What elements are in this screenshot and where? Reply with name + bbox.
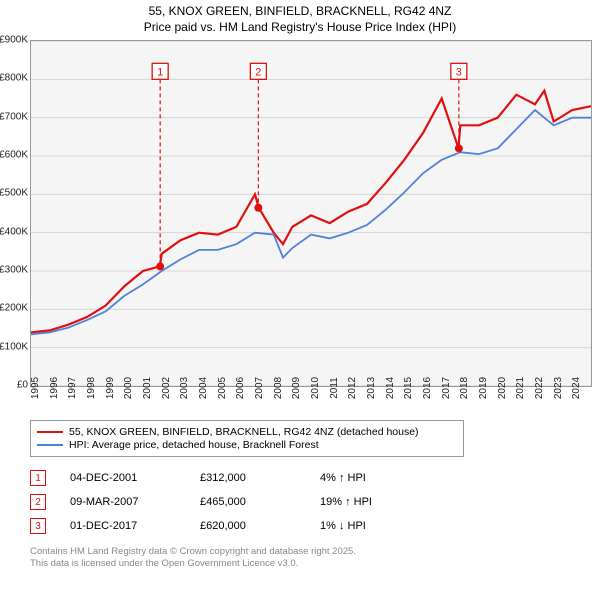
legend-row: HPI: Average price, detached house, Brac… [37, 439, 457, 451]
xtick-label: 2016 [422, 377, 433, 399]
footer-line1: Contains HM Land Registry data © Crown c… [30, 546, 356, 558]
xtick-label: 2014 [385, 377, 396, 399]
sales-price: £465,000 [200, 496, 320, 508]
svg-text:3: 3 [456, 66, 462, 78]
xtick-label: 2009 [291, 377, 302, 399]
xtick-label: 1999 [105, 377, 116, 399]
ytick-label: £600K [0, 150, 28, 161]
xtick-label: 2010 [310, 377, 321, 399]
sales-price: £312,000 [200, 472, 320, 484]
chart-svg: 1 2 3 [31, 41, 591, 386]
ytick-label: £200K [0, 303, 28, 314]
sales-delta: 4% ↑ HPI [320, 472, 366, 484]
xtick-label: 2024 [571, 377, 582, 399]
xtick-label: 2021 [515, 377, 526, 399]
sales-marker: 1 [30, 470, 46, 486]
ytick-label: £700K [0, 111, 28, 122]
xtick-label: 1996 [49, 377, 60, 399]
xtick-label: 2011 [329, 377, 340, 399]
legend-label: 55, KNOX GREEN, BINFIELD, BRACKNELL, RG4… [69, 426, 419, 438]
xtick-label: 2013 [366, 377, 377, 399]
sales-row: 1 04-DEC-2001£312,0004% ↑ HPI [30, 466, 372, 490]
sales-price: £620,000 [200, 520, 320, 532]
title-line1: 55, KNOX GREEN, BINFIELD, BRACKNELL, RG4… [0, 4, 600, 20]
ytick-label: £400K [0, 226, 28, 237]
xtick-label: 2023 [553, 377, 564, 399]
legend-row: 55, KNOX GREEN, BINFIELD, BRACKNELL, RG4… [37, 426, 457, 438]
sales-row: 2 09-MAR-2007£465,00019% ↑ HPI [30, 490, 372, 514]
sales-row: 3 01-DEC-2017£620,0001% ↓ HPI [30, 514, 372, 538]
xtick-label: 2015 [403, 377, 414, 399]
sales-table: 1 04-DEC-2001£312,0004% ↑ HPI 2 09-MAR-2007… [30, 466, 372, 538]
xtick-label: 2017 [441, 377, 452, 399]
sales-date: 09-MAR-2007 [70, 496, 200, 508]
sales-date: 04-DEC-2001 [70, 472, 200, 484]
ytick-label: £500K [0, 188, 28, 199]
chart-title: 55, KNOX GREEN, BINFIELD, BRACKNELL, RG4… [0, 0, 600, 35]
sales-delta: 1% ↓ HPI [320, 520, 366, 532]
xtick-label: 1997 [67, 377, 78, 399]
xtick-label: 2005 [217, 377, 228, 399]
xtick-label: 1998 [86, 377, 97, 399]
xtick-label: 2020 [497, 377, 508, 399]
legend-swatch-2 [37, 444, 63, 446]
ytick-label: £300K [0, 265, 28, 276]
xtick-label: 2004 [198, 377, 209, 399]
xtick-label: 2003 [179, 377, 190, 399]
xtick-label: 2008 [273, 377, 284, 399]
ytick-label: £800K [0, 73, 28, 84]
xtick-label: 1995 [30, 377, 41, 399]
xtick-label: 2012 [347, 377, 358, 399]
svg-text:1: 1 [157, 66, 163, 78]
xtick-label: 2006 [235, 377, 246, 399]
xtick-label: 2022 [534, 377, 545, 399]
footer-line2: This data is licensed under the Open Gov… [30, 558, 356, 570]
ytick-label: £0 [17, 380, 28, 391]
xtick-label: 2007 [254, 377, 265, 399]
sales-delta: 19% ↑ HPI [320, 496, 372, 508]
sales-marker: 2 [30, 494, 46, 510]
xtick-label: 2001 [142, 377, 153, 399]
legend-swatch-1 [37, 431, 63, 433]
legend: 55, KNOX GREEN, BINFIELD, BRACKNELL, RG4… [30, 420, 464, 457]
svg-text:2: 2 [255, 66, 261, 78]
footer: Contains HM Land Registry data © Crown c… [30, 546, 356, 570]
chart-area: 1 2 3 [30, 40, 592, 387]
ytick-label: £100K [0, 341, 28, 352]
sales-marker: 3 [30, 518, 46, 534]
legend-label: HPI: Average price, detached house, Brac… [69, 439, 319, 451]
sales-date: 01-DEC-2017 [70, 520, 200, 532]
xtick-label: 2002 [161, 377, 172, 399]
ytick-label: £900K [0, 35, 28, 46]
title-line2: Price paid vs. HM Land Registry's House … [0, 20, 600, 36]
xtick-label: 2000 [123, 377, 134, 399]
xtick-label: 2018 [459, 377, 470, 399]
xtick-label: 2019 [478, 377, 489, 399]
